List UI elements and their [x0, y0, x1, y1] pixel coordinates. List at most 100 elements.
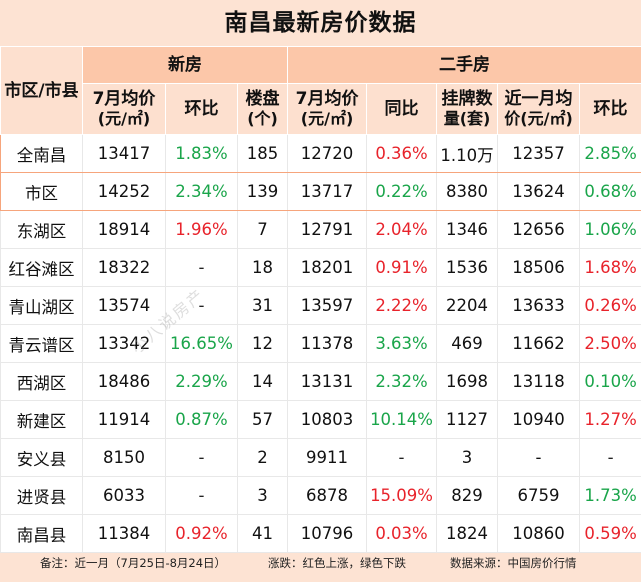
col-listings-header: 挂牌数 量(套) [436, 83, 499, 135]
cell-sec-avg: 18201 [287, 248, 368, 287]
group-new-header: 新房 [81, 46, 289, 84]
cell-projects: 18 [236, 248, 289, 287]
cell-sec-mom: 0.59% [579, 514, 641, 553]
cell-recent-avg: 13624 [497, 172, 581, 211]
cell-recent-avg: 12656 [497, 210, 581, 249]
cell-new-avg: 11914 [82, 400, 166, 439]
table-row: 南昌县 11384 0.92% 41 10796 0.03% 1824 10860 0.59% [0, 514, 641, 553]
cell-projects: 12 [236, 324, 289, 363]
cell-recent-avg: 12357 [497, 134, 581, 173]
cell-recent-avg: 13633 [497, 286, 581, 325]
cell-sec-mom: 2.85% [579, 134, 641, 173]
cell-region: 新建区 [0, 400, 83, 439]
cell-sec-yoy: 10.14% [366, 400, 438, 439]
cell-sec-yoy: 0.03% [366, 514, 438, 553]
table-row: 红谷滩区 18322-18 18201 0.91% 1536 18506 1.68% [0, 248, 641, 287]
cell-region: 全南昌 [0, 134, 83, 173]
cell-listings: 1346 [436, 210, 499, 249]
cell-sec-avg: 12720 [287, 134, 368, 173]
cell-sec-yoy: 15.09% [366, 476, 438, 515]
cell-projects: 185 [236, 134, 289, 173]
cell-new-avg: 11384 [82, 514, 166, 553]
cell-new-mom: - [165, 438, 238, 477]
cell-sec-mom: 0.26% [579, 286, 641, 325]
footer: 备注：近一月（7月25日-8月24日） 涨跌：红色上涨，绿色下跌 数据来源：中国… [0, 548, 641, 582]
footer-note: 备注：近一月（7月25日-8月24日） [40, 556, 227, 570]
table-row: 青云谱区 13342 16.65% 12 11378 3.63% 469 11662 2.50% [0, 324, 641, 363]
price-table: 市区/市县 新房 二手房 7月均价 (元/㎡) 环比 楼盘 (个) 7月均价 (元/㎡… [0, 46, 641, 553]
table-row: 全南昌 13417 1.83% 185 12720 0.36% 1.10万 12357 2.85… [0, 134, 641, 173]
cell-projects: 2 [236, 438, 289, 477]
cell-new-mom: 2.34% [165, 172, 238, 211]
cell-sec-yoy: 0.91% [366, 248, 438, 287]
col-sec-avg-header: 7月均价 (元/㎡) [287, 83, 368, 135]
cell-projects: 139 [236, 172, 289, 211]
table-row: 东湖区 18914 1.96% 7 12791 2.04% 1346 12656 1.06% [0, 210, 641, 249]
cell-new-avg: 18914 [82, 210, 166, 249]
cell-region: 红谷滩区 [0, 248, 83, 287]
cell-sec-mom: - [579, 438, 641, 477]
cell-recent-avg: - [497, 438, 581, 477]
table-row: 市区 14252 2.34% 139 13717 0.22% 8380 13624 0.68% [0, 172, 641, 211]
cell-sec-avg: 13597 [287, 286, 368, 325]
cell-new-mom: 1.96% [165, 210, 238, 249]
cell-sec-mom: 2.50% [579, 324, 641, 363]
cell-sec-yoy: 3.63% [366, 324, 438, 363]
cell-sec-avg: 6878 [287, 476, 368, 515]
cell-listings: 1127 [436, 400, 499, 439]
table-row: 进贤县 6033-3 6878 15.09% 829 6759 1.73% [0, 476, 641, 515]
cell-new-avg: 18322 [82, 248, 166, 287]
cell-listings: 829 [436, 476, 499, 515]
col-new-mom-header: 环比 [165, 83, 238, 135]
cell-listings: 1824 [436, 514, 499, 553]
cell-new-avg: 14252 [82, 172, 166, 211]
cell-projects: 3 [236, 476, 289, 515]
cell-sec-mom: 1.27% [579, 400, 641, 439]
page-title: 南昌最新房价数据 [224, 10, 417, 36]
cell-sec-avg: 13717 [287, 172, 368, 211]
cell-sec-yoy: 2.32% [366, 362, 438, 401]
cell-new-avg: 6033 [82, 476, 166, 515]
cell-sec-avg: 10796 [287, 514, 368, 553]
cell-listings: 3 [436, 438, 499, 477]
cell-projects: 31 [236, 286, 289, 325]
cell-region: 进贤县 [0, 476, 83, 515]
cell-region: 西湖区 [0, 362, 83, 401]
cell-new-avg: 18486 [82, 362, 166, 401]
cell-listings: 1.10万 [436, 134, 499, 173]
cell-projects: 14 [236, 362, 289, 401]
cell-sec-yoy: 0.22% [366, 172, 438, 211]
cell-new-mom: 16.65% [165, 324, 238, 363]
col-projects-header: 楼盘 (个) [236, 83, 289, 135]
cell-sec-mom: 0.68% [579, 172, 641, 211]
cell-listings: 1536 [436, 248, 499, 287]
cell-sec-avg: 9911 [287, 438, 368, 477]
cell-sec-avg: 12791 [287, 210, 368, 249]
cell-sec-mom: 1.68% [579, 248, 641, 287]
cell-new-avg: 13574 [82, 286, 166, 325]
col-new-avg-header: 7月均价 (元/㎡) [82, 83, 166, 135]
cell-listings: 8380 [436, 172, 499, 211]
cell-projects: 41 [236, 514, 289, 553]
cell-recent-avg: 6759 [497, 476, 581, 515]
cell-sec-mom: 0.10% [579, 362, 641, 401]
table-row: 新建区 11914 0.87% 57 10803 10.14% 1127 10940 1.27% [0, 400, 641, 439]
cell-listings: 469 [436, 324, 499, 363]
cell-new-mom: 2.29% [165, 362, 238, 401]
cell-recent-avg: 10860 [497, 514, 581, 553]
footer-legend: 涨跌：红色上涨，绿色下跌 [268, 556, 406, 570]
cell-sec-avg: 10803 [287, 400, 368, 439]
cell-new-avg: 8150 [82, 438, 166, 477]
col-recent-avg-header: 近一月均 价(元/㎡) [497, 83, 581, 135]
cell-recent-avg: 18506 [497, 248, 581, 287]
footer-source: 数据来源：中国房价行情 [450, 556, 577, 570]
cell-recent-avg: 13118 [497, 362, 581, 401]
cell-projects: 7 [236, 210, 289, 249]
cell-new-mom: 0.92% [165, 514, 238, 553]
cell-sec-yoy: - [366, 438, 438, 477]
cell-new-avg: 13342 [82, 324, 166, 363]
group-second-header: 二手房 [287, 46, 641, 84]
col-sec-mom-header: 环比 [579, 83, 641, 135]
cell-new-mom: - [165, 286, 238, 325]
